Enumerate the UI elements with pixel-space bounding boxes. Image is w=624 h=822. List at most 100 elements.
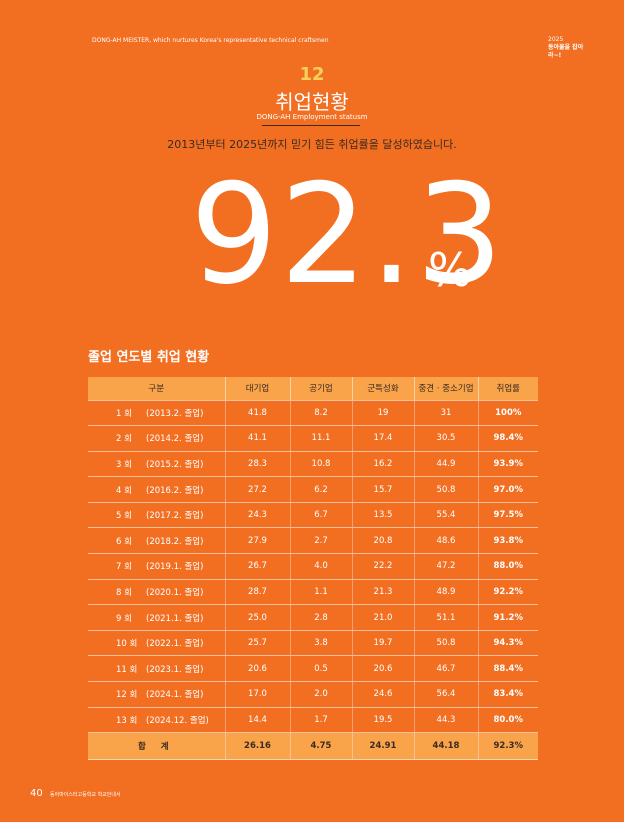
- value-cell: 19.5: [351, 707, 414, 734]
- employment-table: 구분 대기업 공기업 군특성화 중견 · 중소기업 취업률 1 회 (2013.2. 졸업)…: [88, 377, 538, 761]
- value-cell: 20.8: [351, 527, 414, 555]
- title-underline: [262, 125, 360, 126]
- rate-cell: 100%: [477, 400, 538, 427]
- value-cell: 17.0: [224, 681, 290, 708]
- rate-cell: 88.4%: [477, 655, 538, 683]
- graduation-date: (2018.2. 졸업): [146, 536, 204, 547]
- value-cell: 28.7: [224, 579, 290, 606]
- cohort: 12 회: [116, 690, 138, 701]
- value-cell: 44.3: [413, 707, 478, 734]
- cohort: 13 회: [116, 715, 138, 726]
- rate-cell: 97.5%: [477, 502, 538, 529]
- value-cell: 51.1: [413, 604, 478, 631]
- rate-cell: 92.2%: [477, 579, 538, 606]
- value-cell: 0.5: [289, 655, 352, 683]
- cohort: 11 회: [116, 664, 138, 675]
- table-row: 1 회 (2013.2. 졸업) 41.8 8.2 19 31 100%: [88, 400, 538, 427]
- value-cell: 1.7: [289, 707, 352, 734]
- total-cell: 4.75: [289, 732, 352, 761]
- value-cell: 47.2: [413, 553, 478, 580]
- row-label: 7 회 (2019.1. 졸업): [88, 553, 225, 580]
- header-row: 구분 대기업 공기업 군특성화 중견 · 중소기업 취업률: [88, 377, 538, 401]
- total-cell: 44.18: [413, 732, 478, 761]
- column-header: 대기업: [224, 377, 290, 401]
- value-cell: 4.0: [289, 553, 352, 580]
- cohort: 6 회: [116, 536, 132, 547]
- value-cell: 19: [351, 400, 414, 427]
- value-cell: 15.7: [351, 476, 414, 503]
- lead-text: 2013년부터 2025년까지 믿기 힘든 취업률을 달성하였습니다.: [167, 138, 457, 151]
- row-label: 6 회 (2018.2. 졸업): [88, 527, 225, 555]
- value-cell: 21.0: [351, 604, 414, 631]
- row-label: 10 회 (2022.1. 졸업): [88, 630, 225, 657]
- total-cell: 26.16: [224, 732, 290, 761]
- cohort: 5 회: [116, 511, 132, 522]
- value-cell: 50.8: [413, 476, 478, 503]
- rate-cell: 94.3%: [477, 630, 538, 657]
- graduation-date: (2023.1. 졸업): [146, 664, 204, 675]
- value-cell: 2.7: [289, 527, 352, 555]
- table-row: 13 회 (2024.12. 졸업) 14.4 1.7 19.5 44.3 80.0%: [88, 707, 538, 734]
- cohort: 8 회: [116, 587, 132, 598]
- graduation-date: (2017.2. 졸업): [146, 511, 204, 522]
- row-label: 8 회 (2020.1. 졸업): [88, 579, 225, 606]
- value-cell: 16.2: [351, 451, 414, 478]
- table-row: 11 회 (2023.1. 졸업) 20.6 0.5 20.6 46.7 88.4%: [88, 655, 538, 683]
- table-row: 2 회 (2014.2. 졸업) 41.1 11.1 17.4 30.5 98.4%: [88, 425, 538, 452]
- row-label: 9 회 (2021.1. 졸업): [88, 604, 225, 631]
- row-label: 11 회 (2023.1. 졸업): [88, 655, 225, 683]
- cohort: 1 회: [116, 408, 132, 419]
- row-label: 3 회 (2015.2. 졸업): [88, 451, 225, 478]
- table-row: 4 회 (2016.2. 졸업) 27.2 6.2 15.7 50.8 97.0%: [88, 476, 538, 503]
- table-row: 10 회 (2022.1. 졸업) 25.7 3.8 19.7 50.8 94.3%: [88, 630, 538, 657]
- value-cell: 2.0: [289, 681, 352, 708]
- row-label: 4 회 (2016.2. 졸업): [88, 476, 225, 503]
- cohort: 7 회: [116, 562, 132, 573]
- total-cell: 92.3%: [477, 732, 538, 761]
- section-title: 취업현황: [275, 90, 349, 114]
- value-cell: 27.9: [224, 527, 290, 555]
- rate-cell: 91.2%: [477, 604, 538, 631]
- value-cell: 55.4: [413, 502, 478, 529]
- value-cell: 20.6: [351, 655, 414, 683]
- table-row: 9 회 (2021.1. 졸업) 25.0 2.8 21.0 51.1 91.2%: [88, 604, 538, 631]
- value-cell: 24.6: [351, 681, 414, 708]
- table-row: 8 회 (2020.1. 졸업) 28.7 1.1 21.3 48.9 92.2%: [88, 579, 538, 606]
- value-cell: 25.7: [224, 630, 290, 657]
- cohort: 2 회: [116, 434, 132, 445]
- page-number: 40: [30, 788, 43, 799]
- table-row: 3 회 (2015.2. 졸업) 28.3 10.8 16.2 44.9 93.9%: [88, 451, 538, 478]
- value-cell: 28.3: [224, 451, 290, 478]
- value-cell: 26.7: [224, 553, 290, 580]
- value-cell: 44.9: [413, 451, 478, 478]
- column-header: 취업률: [477, 377, 538, 401]
- value-cell: 24.3: [224, 502, 290, 529]
- footer-text: 동아마이스터고등학교 학교안내서: [50, 792, 121, 798]
- graduation-date: (2019.1. 졸업): [146, 562, 204, 573]
- row-label: 12 회 (2024.1. 졸업): [88, 681, 225, 708]
- value-cell: 46.7: [413, 655, 478, 683]
- value-cell: 20.6: [224, 655, 290, 683]
- value-cell: 56.4: [413, 681, 478, 708]
- cohort: 3 회: [116, 459, 132, 470]
- graduation-date: (2015.2. 졸업): [146, 459, 204, 470]
- value-cell: 6.2: [289, 476, 352, 503]
- header-slogan: 동아물을 잡아라~!: [548, 44, 584, 59]
- value-cell: 30.5: [413, 425, 478, 452]
- graduation-date: (2014.2. 졸업): [146, 434, 204, 445]
- column-header: 중견 · 중소기업: [413, 377, 478, 401]
- rate-cell: 97.0%: [477, 476, 538, 503]
- column-header: 공기업: [289, 377, 352, 401]
- section-number: 12: [299, 64, 325, 85]
- rate-cell: 88.0%: [477, 553, 538, 580]
- rate-cell: 80.0%: [477, 707, 538, 734]
- value-cell: 50.8: [413, 630, 478, 657]
- value-cell: 41.1: [224, 425, 290, 452]
- header-left: DONG-AH MEISTER, which nurtures Korea's …: [92, 37, 329, 44]
- table-row: 5 회 (2017.2. 졸업) 24.3 6.7 13.5 55.4 97.5%: [88, 502, 538, 529]
- value-cell: 13.5: [351, 502, 414, 529]
- graduation-date: (2016.2. 졸업): [146, 485, 204, 496]
- value-cell: 48.6: [413, 527, 478, 555]
